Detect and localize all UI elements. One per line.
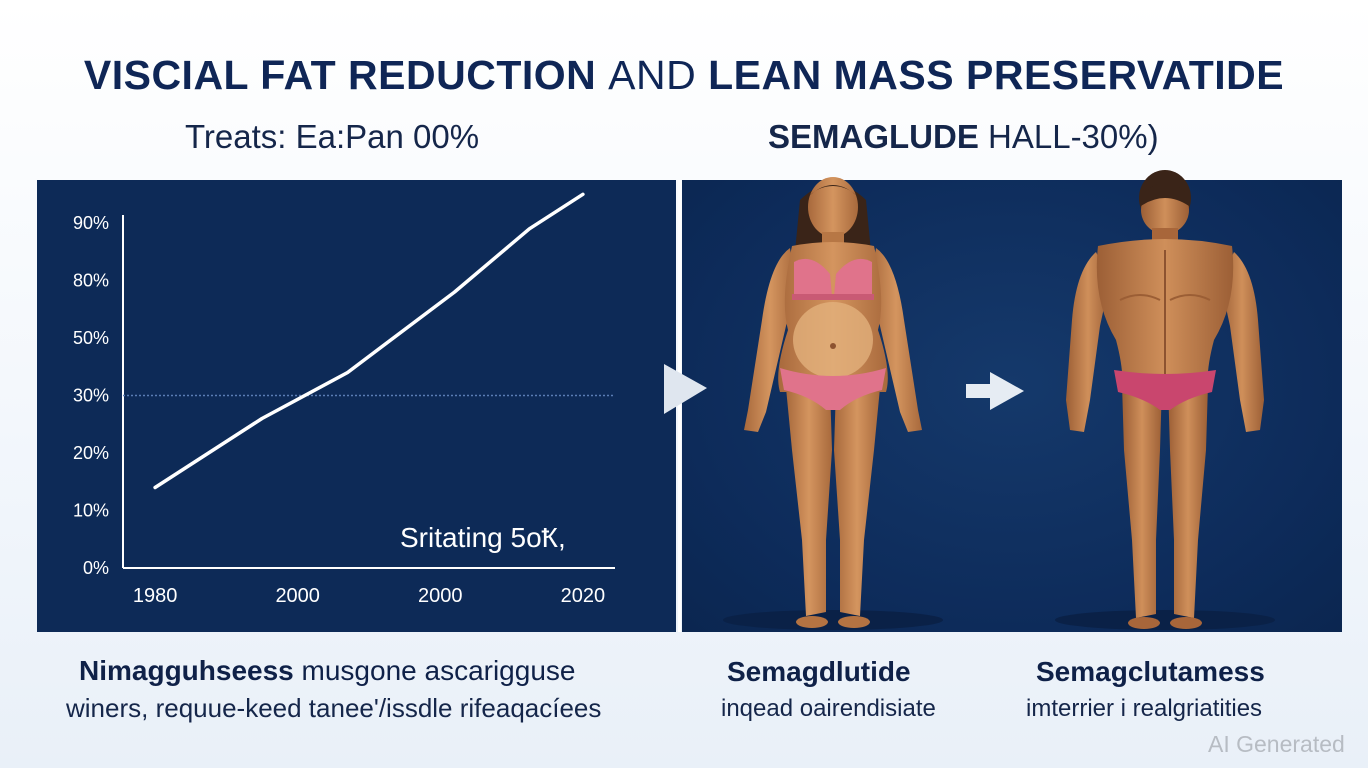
y-tick-label: 20% xyxy=(73,443,109,463)
title-part-1: VISCIAL FAT REDUCTION xyxy=(83,52,597,98)
watermark: AI Generated xyxy=(1208,731,1345,757)
caption-left-line1: Nimagguhseess musgone ascarigguse xyxy=(79,655,575,687)
y-tick-label: 0% xyxy=(83,558,109,578)
page-title: VISCIAL FAT REDUCTION AND LEAN MASS PRES… xyxy=(0,52,1368,99)
x-tick-label: 1980 xyxy=(133,585,178,607)
y-tick-label: 80% xyxy=(73,271,109,291)
subtitle-left: Treats: Ea:Pan 00% xyxy=(185,118,480,155)
caption-mid-title: Semagdlutide xyxy=(727,656,911,687)
x-tick-label: 2000 xyxy=(418,585,463,607)
subtitle-right-rest: HALL-30%) xyxy=(988,118,1159,155)
caption-left-rest: musgone ascarigguse xyxy=(301,655,576,686)
caption-mid-line2: inqead oairendisiate xyxy=(721,695,936,722)
x-tick-label: 2020 xyxy=(561,585,606,607)
figures-panel xyxy=(682,180,1342,632)
caption-right-title: Semagclutamess xyxy=(1036,656,1265,687)
chart-annotation: Sritating 5oҞ, xyxy=(400,522,566,553)
y-tick-label: 50% xyxy=(73,328,109,348)
title-part-2: AND xyxy=(608,52,697,98)
title-part-3: LEAN MASS PRESERVATIDE xyxy=(708,52,1285,98)
y-tick-label: 90% xyxy=(73,213,109,233)
chart-panel xyxy=(37,180,676,632)
x-tick-label: 2000 xyxy=(275,585,320,607)
subtitle-right: SEMAGLUDE HALL-30%) xyxy=(768,118,1159,156)
y-tick-label: 10% xyxy=(73,501,109,521)
caption-left-line2: winers, requue-keed tanee'/issdle rifeaq… xyxy=(66,693,602,723)
caption-left-bold: Nimagguhseess xyxy=(79,655,294,686)
y-tick-label: 30% xyxy=(73,386,109,406)
series-line xyxy=(153,192,585,490)
subtitle-right-bold: SEMAGLUDE xyxy=(768,118,979,155)
caption-right-line2: imterrier i realgriatities xyxy=(1026,695,1263,722)
